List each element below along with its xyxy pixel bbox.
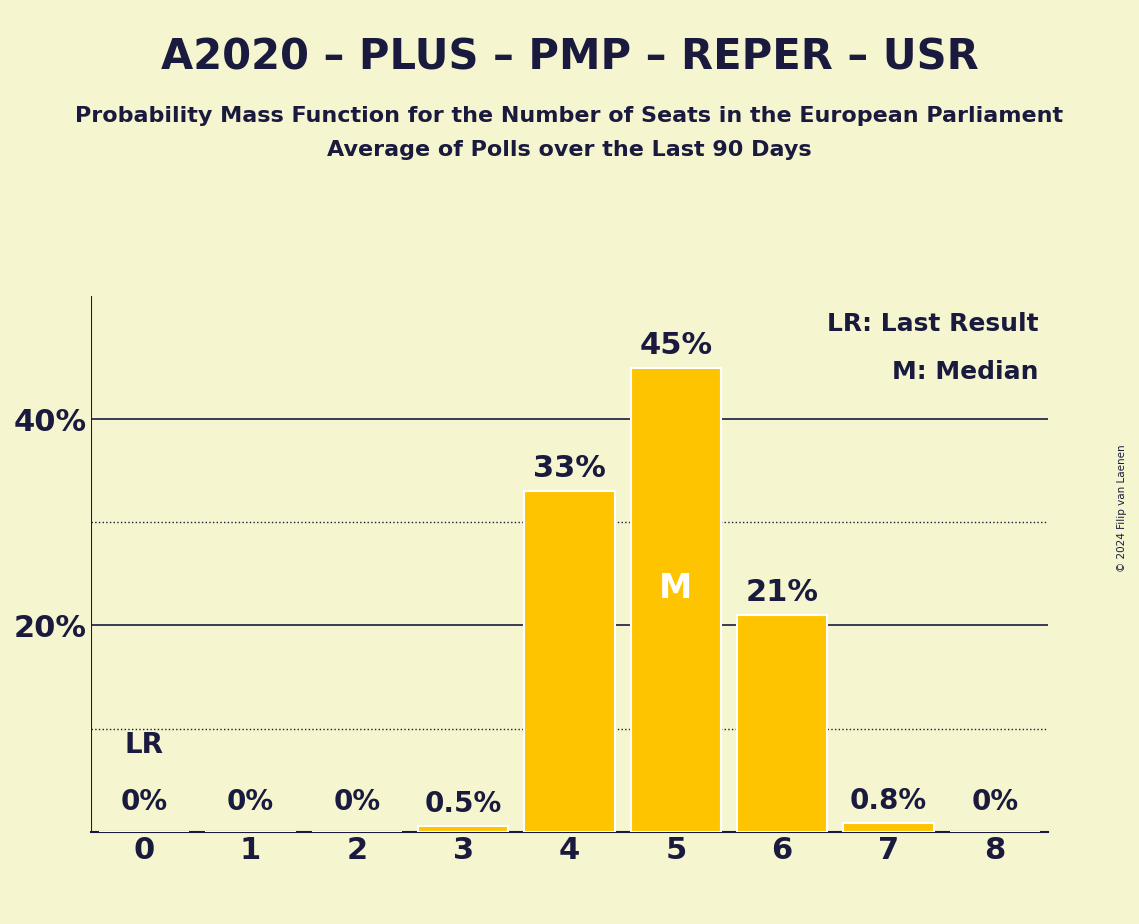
Bar: [737, 615, 827, 832]
Text: 0.5%: 0.5%: [425, 790, 502, 819]
Text: LR: Last Result: LR: Last Result: [827, 311, 1039, 335]
Bar: [418, 826, 508, 832]
Bar: [524, 492, 615, 832]
Text: 0%: 0%: [227, 788, 274, 816]
Text: 21%: 21%: [746, 578, 819, 607]
Text: A2020 – PLUS – PMP – REPER – USR: A2020 – PLUS – PMP – REPER – USR: [161, 37, 978, 79]
Text: LR: LR: [125, 732, 164, 760]
Bar: [631, 368, 721, 832]
Text: 45%: 45%: [639, 331, 712, 359]
Text: © 2024 Filip van Laenen: © 2024 Filip van Laenen: [1117, 444, 1126, 572]
Bar: [843, 823, 934, 832]
Text: M: M: [659, 572, 693, 605]
Text: 0.8%: 0.8%: [850, 787, 927, 815]
Text: M: Median: M: Median: [892, 360, 1039, 384]
Text: 0%: 0%: [121, 788, 167, 816]
Text: 0%: 0%: [334, 788, 380, 816]
Text: Probability Mass Function for the Number of Seats in the European Parliament: Probability Mass Function for the Number…: [75, 106, 1064, 127]
Text: 0%: 0%: [972, 788, 1018, 816]
Text: Average of Polls over the Last 90 Days: Average of Polls over the Last 90 Days: [327, 140, 812, 161]
Text: 33%: 33%: [533, 455, 606, 483]
